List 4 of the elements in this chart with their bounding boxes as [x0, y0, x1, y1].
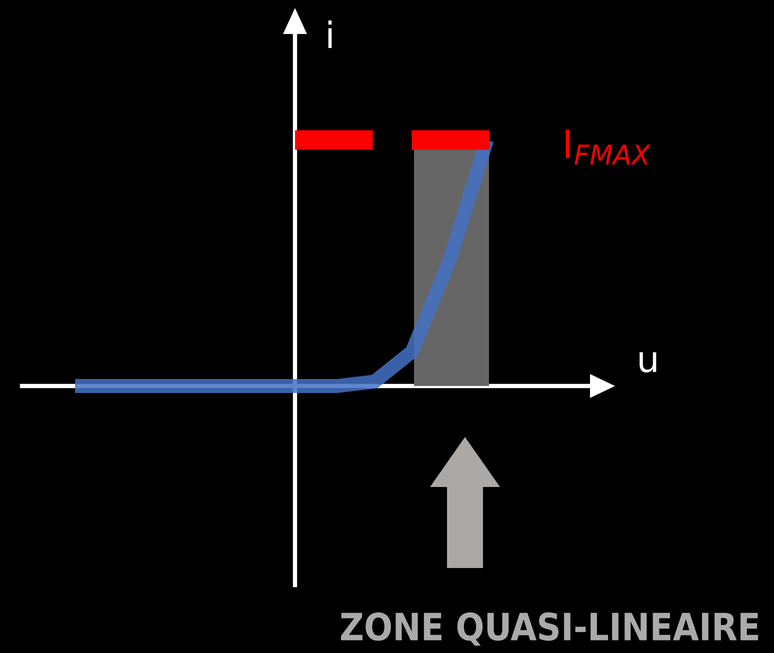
y-axis-title: i [328, 20, 332, 48]
text: ZONE QUASI-LINEAIRE [341, 612, 758, 646]
x-axis-title: u [640, 352, 656, 372]
ref-line-label: I$_{FMAX}$ [566, 130, 651, 164]
